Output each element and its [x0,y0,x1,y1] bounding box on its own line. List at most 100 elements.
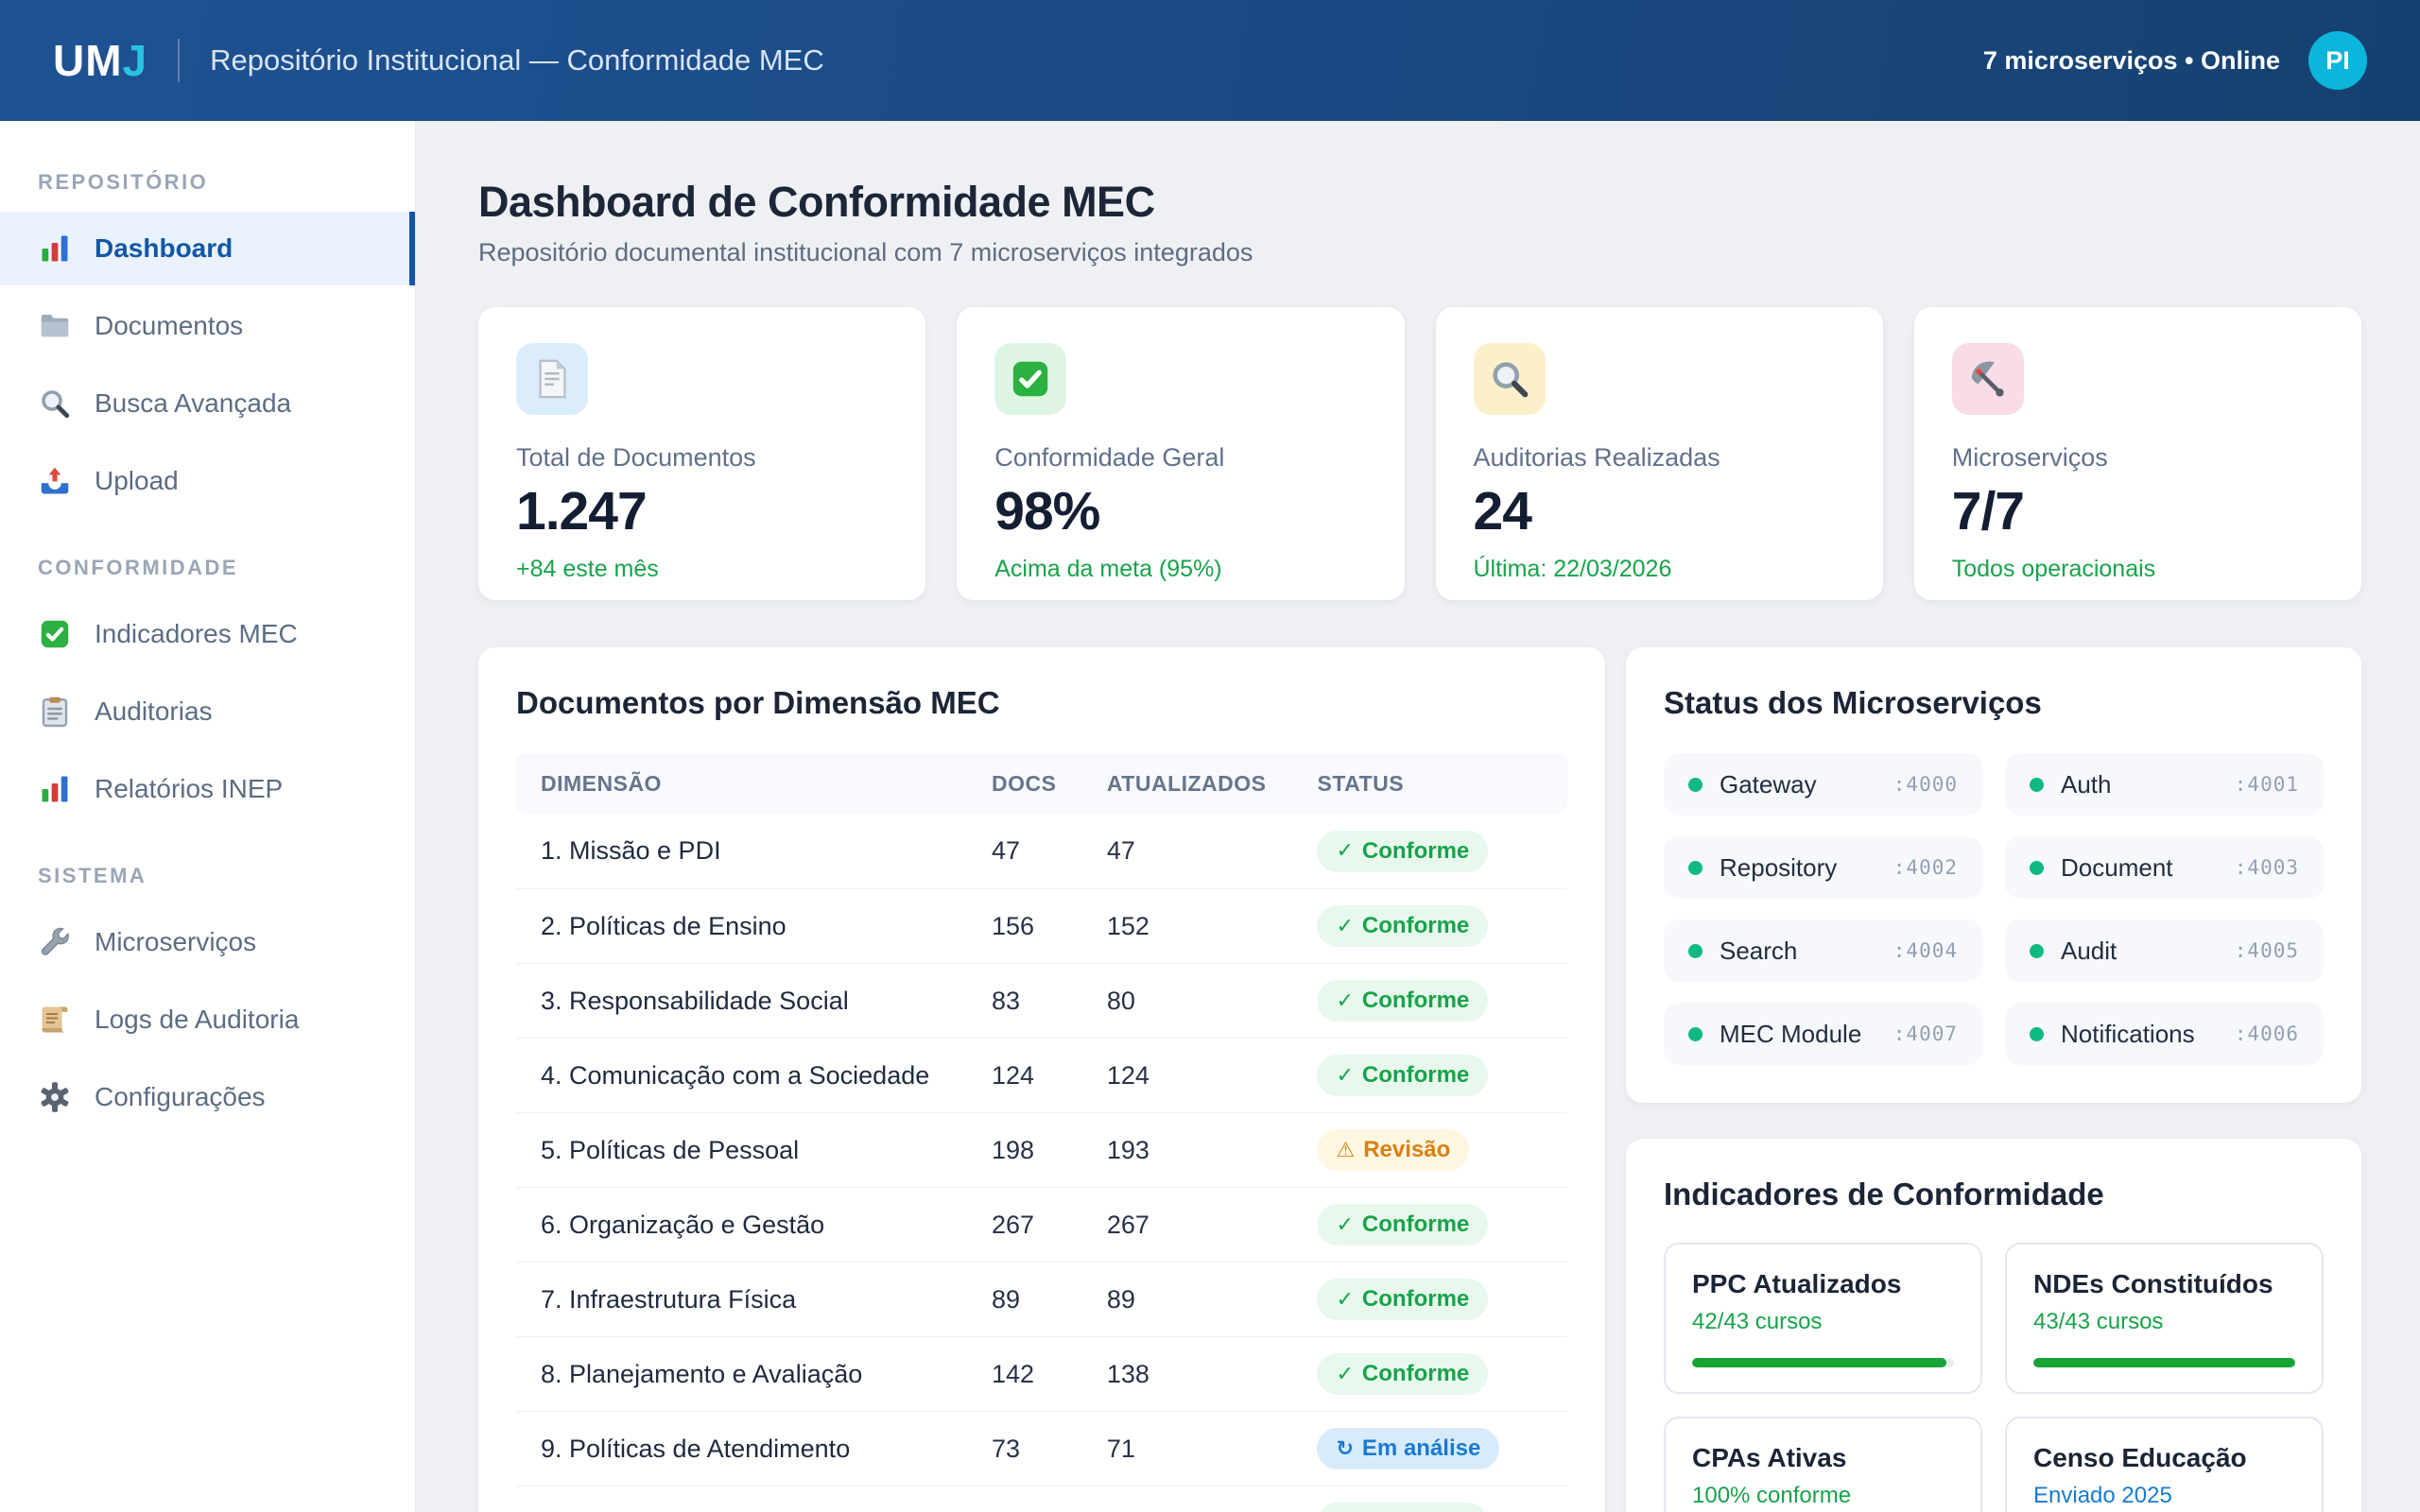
table-row[interactable]: 6. Organização e Gestão 267 267 ✓ Conforme [516,1187,1567,1262]
dimension-cell: 3. Responsabilidade Social [541,986,849,1015]
service-name: Document [2061,852,2173,882]
status-label: Conforme [1361,837,1470,864]
online-status-dot-icon [2030,777,2044,792]
indicators-panel-title: Indicadores de Conformidade [1664,1177,2104,1211]
docs-cell: 198 [992,1135,1035,1164]
stat-card-label: Total de Documentos [516,443,756,472]
sidebar-item-configuracoes[interactable]: Configurações [0,1060,415,1134]
service-port: :4006 [2234,1022,2299,1045]
upload-icon [38,464,72,498]
sidebar-item-logs-de-auditoria[interactable]: Logs de Auditoria [0,983,415,1057]
dimension-cell: 1. Missão e PDI [541,836,721,865]
dimension-cell: 10. Sustentabilidade Financeira [541,1509,992,1512]
status-label: Em análise [1361,1435,1481,1461]
sidebar-item-label: Auditorias [95,696,213,726]
docs-cell: 267 [992,1210,1035,1239]
online-status-dot-icon [1688,777,1703,792]
stat-card-label: Conformidade Geral [994,443,1225,472]
status-badge: ✓ Conforme [1317,1204,1489,1246]
sidebar-item-label: Indicadores MEC [95,619,298,648]
online-status-dot-icon [1688,943,1703,958]
sidebar-item-documentos[interactable]: Documentos [0,289,415,363]
gear-icon [38,1080,72,1114]
stat-card-auditorias-realizadas: Auditorias Realizadas 24 Última: 22/03/202… [1435,307,1883,600]
warning-icon: ⚠ [1336,1138,1356,1162]
sidebar-section-label: SISTEMA [38,864,147,887]
table-panel-title: Documentos por Dimensão MEC [516,685,1000,720]
table-row[interactable]: 3. Responsabilidade Social 83 80 ✓ Conforme [516,963,1567,1038]
services-grid: Gateway:4000 Auth:4001 Repository:4002 Docu… [1664,753,2324,1065]
table-row[interactable]: 5. Políticas de Pessoal 198 193 ⚠ Revisão [516,1112,1567,1187]
sidebar-item-label: Documentos [95,311,244,340]
atualizados-cell: 124 [1106,1060,1150,1090]
table-row[interactable]: 7. Infraestrutura Física 89 89 ✓ Conforme [516,1262,1567,1336]
sidebar-item-busca-avancada[interactable]: Busca Avançada [0,367,415,440]
check-icon: ✓ [1336,914,1354,938]
stat-card-total-de-documentos: Total de Documentos 1.247 +84 este mês [478,307,926,600]
table-body: 1. Missão e PDI 47 47 ✓ Conforme 2. Políticas… [516,814,1567,1512]
table-row[interactable]: 4. Comunicação com a Sociedade 124 124 ✓ Con… [516,1038,1567,1112]
dimension-cell: 2. Políticas de Ensino [541,911,786,940]
app-logo[interactable]: UMJ [53,35,147,86]
service-search: Search:4004 [1664,919,1982,982]
sidebar-item-indicadores-mec[interactable]: Indicadores MEC [0,597,415,671]
column-header-status: STATUS [1317,770,1405,796]
indicator-title: PPC Atualizados [1692,1269,1902,1298]
sidebar-item-relatorios-inep[interactable]: Relatórios INEP [0,752,415,826]
table-row[interactable]: 2. Políticas de Ensino 156 152 ✓ Conforme [516,888,1567,963]
service-gateway: Gateway:4000 [1664,753,1982,816]
header-status-text: 7 microserviços • Online [1982,45,2280,75]
service-port: :4005 [2234,939,2299,962]
indicator-card-cpas-ativas: CPAs Ativas 100% conforme [1664,1417,1982,1512]
status-badge: ✓ Conforme [1317,980,1489,1022]
stat-card-footer: Última: 22/03/2026 [1473,556,1672,582]
check-icon: ✓ [1336,1212,1354,1237]
service-name: Auth [2061,769,2112,799]
table-row[interactable]: 8. Planejamento e Avaliação 142 138 ✓ Confor… [516,1336,1567,1411]
docs-cell: 156 [992,911,1035,940]
table-row[interactable]: 9. Políticas de Atendimento 73 71 ↻ Em análi… [516,1411,1567,1486]
atualizados-cell: 138 [1106,1359,1150,1388]
sidebar-item-microservicos[interactable]: Microserviços [0,905,415,979]
online-status-dot-icon [1688,1026,1703,1041]
service-notifications: Notifications:4006 [2005,1003,2324,1065]
stat-card-label: Auditorias Realizadas [1473,443,1720,472]
indicator-title: NDEs Constituídos [2033,1269,2273,1298]
scroll-icon [38,1003,72,1037]
atualizados-cell: 47 [1106,836,1135,865]
status-label: Conforme [1361,988,1470,1013]
progress-bar-fill [2033,1358,2295,1367]
search-icon [38,387,72,421]
online-status-dot-icon [2030,943,2044,958]
service-port: :4002 [1893,856,1958,879]
service-auth: Auth:4001 [2005,753,2324,816]
sidebar-item-upload[interactable]: Upload [0,444,415,518]
atualizados-cell: 89 [1106,1284,1135,1314]
stat-card-footer: +84 este mês [516,556,659,582]
status-badge: ✓ Conforme [1317,830,1489,872]
indicator-card-censo-educacao: Censo Educação Enviado 2025 [2005,1417,2324,1512]
service-mec-module: MEC Module:4007 [1664,1003,1982,1065]
sidebar-item-label: Upload [95,466,179,495]
stat-card-footer: Acima da meta (95%) [994,556,1222,582]
app-header: UMJ Repositório Institucional — Conformi… [0,0,2420,121]
progress-bar-fill [1692,1358,1946,1367]
service-port: :4007 [1893,1022,1958,1045]
dimension-cell: 7. Infraestrutura Física [541,1284,797,1314]
check-square-icon [38,617,72,651]
document-icon [516,343,588,415]
indicator-subtitle: 43/43 cursos [2033,1309,2164,1334]
status-label: Conforme [1361,913,1470,938]
online-status-dot-icon [1688,860,1703,875]
sidebar-item-auditorias[interactable]: Auditorias [0,675,415,748]
table-row[interactable]: 10. Sustentabilidade Financeira6868✓Conf… [516,1486,1567,1512]
sidebar-item-dashboard[interactable]: Dashboard [0,212,415,285]
avatar[interactable]: PI [2308,31,2367,90]
column-header-dimensao: DIMENSÃO [541,770,662,796]
panels-row: Documentos por Dimensão MEC DIMENSÃO DOCS… [478,647,2361,1512]
service-port: :4000 [1893,773,1958,796]
table-row[interactable]: 1. Missão e PDI 47 47 ✓ Conforme [516,814,1567,888]
docs-cell: 124 [992,1060,1035,1090]
indicators-grid: PPC Atualizados 42/43 cursos NDEs Constitu… [1664,1243,2324,1512]
online-status-dot-icon [2030,860,2044,875]
